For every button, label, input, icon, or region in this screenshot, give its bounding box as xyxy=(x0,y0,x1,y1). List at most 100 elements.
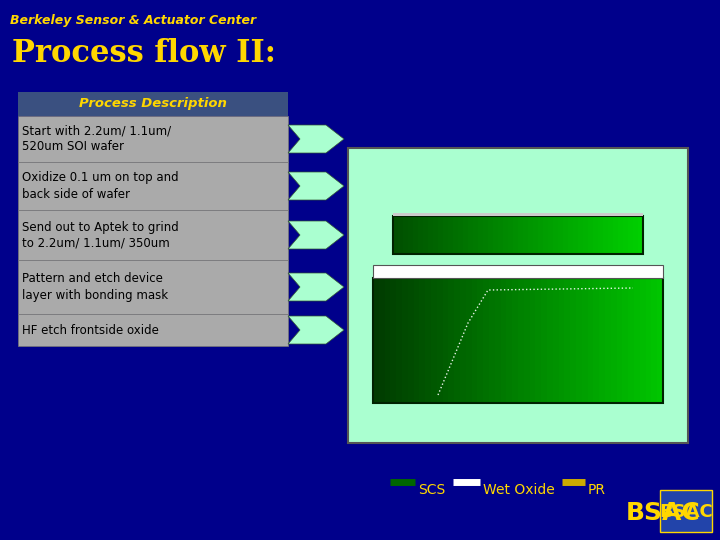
Bar xyxy=(408,216,414,254)
Bar xyxy=(393,216,399,254)
Bar xyxy=(622,278,629,403)
Bar xyxy=(640,278,647,403)
Bar xyxy=(398,216,404,254)
Bar xyxy=(628,216,634,254)
Bar xyxy=(633,216,639,254)
Bar xyxy=(623,216,629,254)
Bar xyxy=(384,278,392,403)
Bar xyxy=(541,278,548,403)
Polygon shape xyxy=(288,125,344,153)
Bar xyxy=(448,216,454,254)
Bar xyxy=(613,216,619,254)
Bar xyxy=(413,216,419,254)
Text: BSAC: BSAC xyxy=(625,501,700,525)
Bar xyxy=(593,216,599,254)
Bar xyxy=(18,260,288,314)
Text: Pattern and etch device
layer with bonding mask: Pattern and etch device layer with bondi… xyxy=(22,273,168,301)
Bar xyxy=(433,216,439,254)
Bar xyxy=(568,216,574,254)
Text: Berkeley Sensor & Actuator Center: Berkeley Sensor & Actuator Center xyxy=(10,14,256,27)
Bar xyxy=(657,278,664,403)
Bar xyxy=(493,216,499,254)
Bar xyxy=(564,278,571,403)
Bar xyxy=(660,490,712,532)
Bar xyxy=(570,278,577,403)
Bar xyxy=(453,216,459,254)
Bar xyxy=(634,278,641,403)
Bar xyxy=(393,216,643,254)
Bar xyxy=(553,216,559,254)
Bar xyxy=(473,216,479,254)
Polygon shape xyxy=(288,172,344,200)
Bar xyxy=(582,278,588,403)
Bar xyxy=(593,278,600,403)
Bar xyxy=(379,278,386,403)
Bar xyxy=(588,278,595,403)
Bar xyxy=(431,278,438,403)
Text: SCS: SCS xyxy=(418,483,445,497)
Bar xyxy=(523,216,529,254)
Bar xyxy=(18,92,288,116)
Bar xyxy=(598,216,604,254)
Bar xyxy=(419,278,426,403)
Bar xyxy=(423,216,429,254)
Bar xyxy=(533,216,539,254)
Bar xyxy=(646,278,652,403)
Bar xyxy=(528,216,534,254)
Bar xyxy=(588,216,594,254)
Bar xyxy=(543,216,549,254)
Bar xyxy=(18,314,288,346)
Text: Process flow II:: Process flow II: xyxy=(12,38,276,69)
Bar xyxy=(437,278,444,403)
Bar xyxy=(616,278,624,403)
Text: BSAC: BSAC xyxy=(659,503,713,521)
Bar xyxy=(488,216,494,254)
Bar xyxy=(611,278,618,403)
Bar xyxy=(512,278,519,403)
Bar xyxy=(558,216,564,254)
Bar xyxy=(18,116,288,162)
Bar xyxy=(460,278,467,403)
Bar xyxy=(608,216,614,254)
Bar xyxy=(468,216,474,254)
Bar xyxy=(652,278,658,403)
Bar xyxy=(472,278,478,403)
Bar xyxy=(576,278,582,403)
Bar xyxy=(518,278,525,403)
Text: Wet Oxide: Wet Oxide xyxy=(483,483,554,497)
Bar xyxy=(402,278,409,403)
Bar xyxy=(373,265,663,278)
Bar xyxy=(599,278,606,403)
Bar xyxy=(393,213,643,216)
Bar xyxy=(548,216,554,254)
Bar xyxy=(503,216,509,254)
Bar xyxy=(573,216,579,254)
Bar xyxy=(426,278,432,403)
Bar xyxy=(408,278,415,403)
Text: Oxidize 0.1 um on top and
back side of wafer: Oxidize 0.1 um on top and back side of w… xyxy=(22,172,179,200)
Bar xyxy=(373,278,663,403)
Bar xyxy=(559,278,565,403)
Bar xyxy=(508,216,514,254)
Bar xyxy=(618,216,624,254)
Bar xyxy=(603,216,609,254)
Bar xyxy=(18,210,288,260)
Bar xyxy=(403,216,409,254)
Bar xyxy=(578,216,584,254)
Bar xyxy=(443,278,449,403)
Bar xyxy=(495,278,502,403)
Bar xyxy=(513,216,519,254)
Text: Start with 2.2um/ 1.1um/
520um SOI wafer: Start with 2.2um/ 1.1um/ 520um SOI wafer xyxy=(22,125,171,153)
Bar xyxy=(449,278,455,403)
Bar xyxy=(523,278,531,403)
Bar xyxy=(478,216,484,254)
Bar xyxy=(443,216,449,254)
Bar xyxy=(458,216,464,254)
Bar xyxy=(530,278,536,403)
Bar xyxy=(428,216,434,254)
Text: Process Description: Process Description xyxy=(79,98,227,111)
Bar xyxy=(536,278,542,403)
Bar xyxy=(547,278,554,403)
Bar xyxy=(498,216,504,254)
Bar xyxy=(506,278,513,403)
